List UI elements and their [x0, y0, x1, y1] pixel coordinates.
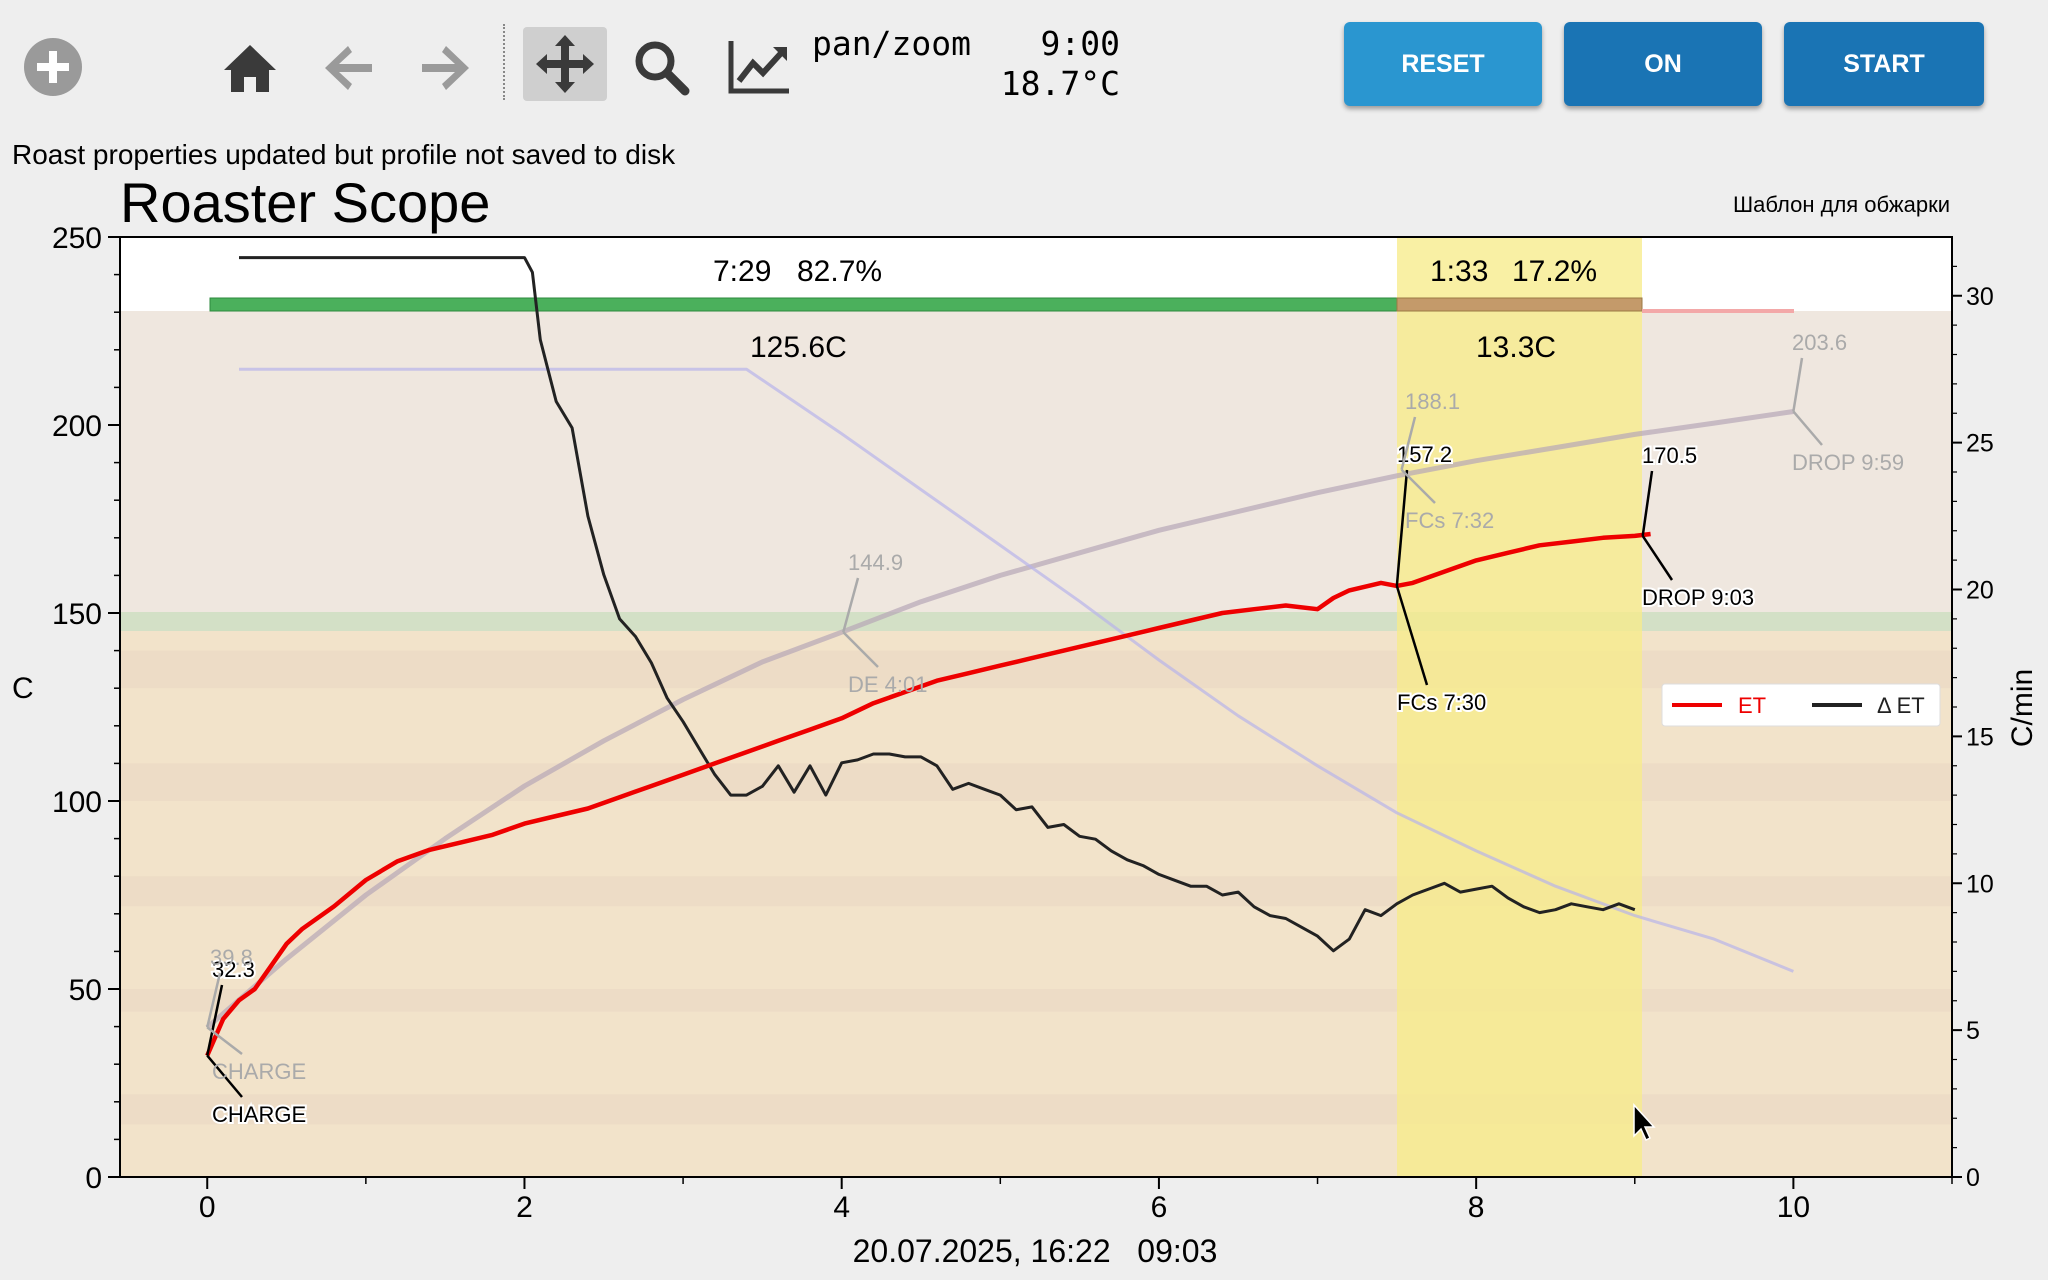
- legend-delta-label: Δ ET: [1877, 693, 1925, 718]
- y2-tick-label: 5: [1966, 1017, 1980, 1045]
- event-label: DE 4:01: [848, 672, 928, 697]
- x-tick-label: 10: [1777, 1191, 1810, 1224]
- legend-et-label: ET: [1738, 693, 1766, 718]
- phase1-delta: 125.6C: [750, 331, 847, 364]
- event-label-leader: [206, 1054, 243, 1098]
- mouse-cursor-icon: [1633, 1103, 1656, 1142]
- event-label-leader: [1400, 468, 1436, 504]
- x-tick-label: 8: [1468, 1191, 1485, 1224]
- phase1-duration: 7:29: [713, 255, 771, 288]
- roast-chart[interactable]: 7:29 82.7% 125.6C 1:33 17.2% 13.3C 32.3 C…: [0, 160, 2048, 1280]
- y2-tick-label: 20: [1966, 577, 1994, 605]
- event-label-leader: [206, 1026, 243, 1055]
- event-label: CHARGE: [212, 1102, 306, 1127]
- zoom-search-icon[interactable]: [628, 34, 694, 100]
- x-tick-label: 6: [1151, 1191, 1168, 1224]
- y-tick-label: 150: [52, 598, 102, 631]
- x-axis-label: 20.07.2025, 16:22 09:03: [853, 1233, 1218, 1269]
- toolbar: pan/zoom 9:00 18.7°C RESET ON START: [0, 0, 2048, 130]
- y2-tick-label: 10: [1966, 870, 1994, 898]
- event-value: 144.9: [848, 550, 903, 575]
- legend: ET Δ ET: [1661, 683, 1941, 727]
- event-value: 32.3: [212, 957, 255, 982]
- event-value-leader: [206, 984, 224, 1056]
- x-tick-label: 4: [833, 1191, 850, 1224]
- y2-tick-label: 25: [1966, 430, 1994, 458]
- y2-tick-label: 15: [1966, 723, 1994, 751]
- y-tick-label: 100: [52, 786, 102, 819]
- event-label-leader: [1641, 535, 1674, 581]
- event-label: FCs 7:32: [1405, 508, 1494, 533]
- y2-axis-label: C/min: [2006, 669, 2039, 747]
- x-tick-label: 0: [199, 1191, 216, 1224]
- y-tick-label: 0: [85, 1162, 102, 1195]
- zone-stripe: [120, 763, 1952, 801]
- home-icon[interactable]: [218, 38, 282, 98]
- series-backgrounddelta-background-line: [239, 367, 1794, 973]
- development-highlight: [1397, 237, 1642, 1177]
- reset-button[interactable]: RESET: [1344, 22, 1542, 106]
- event-value-leader: [1792, 357, 1804, 412]
- pan-move-icon[interactable]: [523, 27, 607, 101]
- back-arrow-icon[interactable]: [318, 38, 380, 98]
- start-button[interactable]: START: [1784, 22, 1984, 106]
- chart-title: Roaster Scope: [120, 171, 490, 234]
- event-value-leader: [1641, 470, 1654, 537]
- event-value: 170.5: [1642, 443, 1697, 468]
- on-button[interactable]: ON: [1564, 22, 1762, 106]
- series-layer: [205, 256, 1794, 1057]
- roast-zone: [120, 311, 1952, 631]
- event-value: 39.8: [210, 945, 253, 970]
- phase2-duration: 1:33: [1430, 255, 1488, 288]
- event-label: DROP 9:59: [1792, 450, 1904, 475]
- event-value-leader: [1400, 416, 1417, 471]
- phase2-percent: 17.2%: [1512, 255, 1597, 288]
- series-backgroundbt-background-line: [205, 409, 1794, 1030]
- chart-subtitle: Шаблон для обжарки: [1733, 192, 1950, 217]
- event-label: DROP 9:03: [1642, 585, 1754, 610]
- y-tick-label: 200: [52, 410, 102, 443]
- event-value-leader: [1395, 469, 1409, 587]
- event-label: FCs 7:30: [1397, 690, 1486, 715]
- add-circle-icon[interactable]: [20, 34, 86, 100]
- y-tick-label: 250: [52, 222, 102, 255]
- y2-tick-label: 30: [1966, 283, 1994, 311]
- series-et-line: [205, 531, 1651, 1057]
- mode-label: pan/zoom: [812, 24, 971, 63]
- series-et-line: [239, 256, 1636, 953]
- event-label: CHARGE: [212, 1059, 306, 1084]
- event-value-leader: [206, 972, 222, 1028]
- forward-arrow-icon[interactable]: [414, 38, 476, 98]
- event-label-leader: [1792, 410, 1823, 446]
- drying-zone-band: [120, 612, 1952, 631]
- y2-tick-label: 0: [1966, 1164, 1980, 1192]
- event-value-leader: [842, 577, 860, 633]
- phase-bar-development: [1396, 297, 1643, 312]
- toolbar-separator: [503, 24, 505, 100]
- zone-stripe: [120, 989, 1952, 1012]
- y-tick-label: 50: [69, 974, 102, 1007]
- event-value: 188.1: [1405, 389, 1460, 414]
- zone-stripe: [120, 876, 1952, 907]
- phase1-percent: 82.7%: [797, 255, 882, 288]
- phase-bar-drying: [209, 297, 1398, 312]
- event-label-leader: [842, 631, 879, 668]
- configure-lines-icon[interactable]: [724, 36, 794, 98]
- temperature-readout: 18.7°C: [1000, 64, 1120, 103]
- event-label-leader: [1395, 585, 1429, 686]
- timer-readout: 9:00: [1040, 24, 1120, 63]
- status-message: Roast properties updated but profile not…: [12, 139, 676, 170]
- phase2-delta: 13.3C: [1476, 331, 1556, 364]
- x-tick-label: 2: [516, 1191, 533, 1224]
- event-value: 203.6: [1792, 330, 1847, 355]
- zone-stripe: [120, 1094, 1952, 1125]
- y-axis-label: C: [12, 672, 34, 705]
